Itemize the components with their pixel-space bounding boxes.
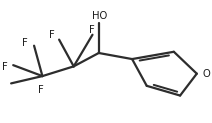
Text: F: F [2,62,8,72]
Text: F: F [89,25,94,36]
Text: F: F [49,30,55,40]
Text: O: O [202,69,210,79]
Text: F: F [39,85,44,95]
Text: HO: HO [92,11,107,21]
Text: F: F [22,38,28,48]
